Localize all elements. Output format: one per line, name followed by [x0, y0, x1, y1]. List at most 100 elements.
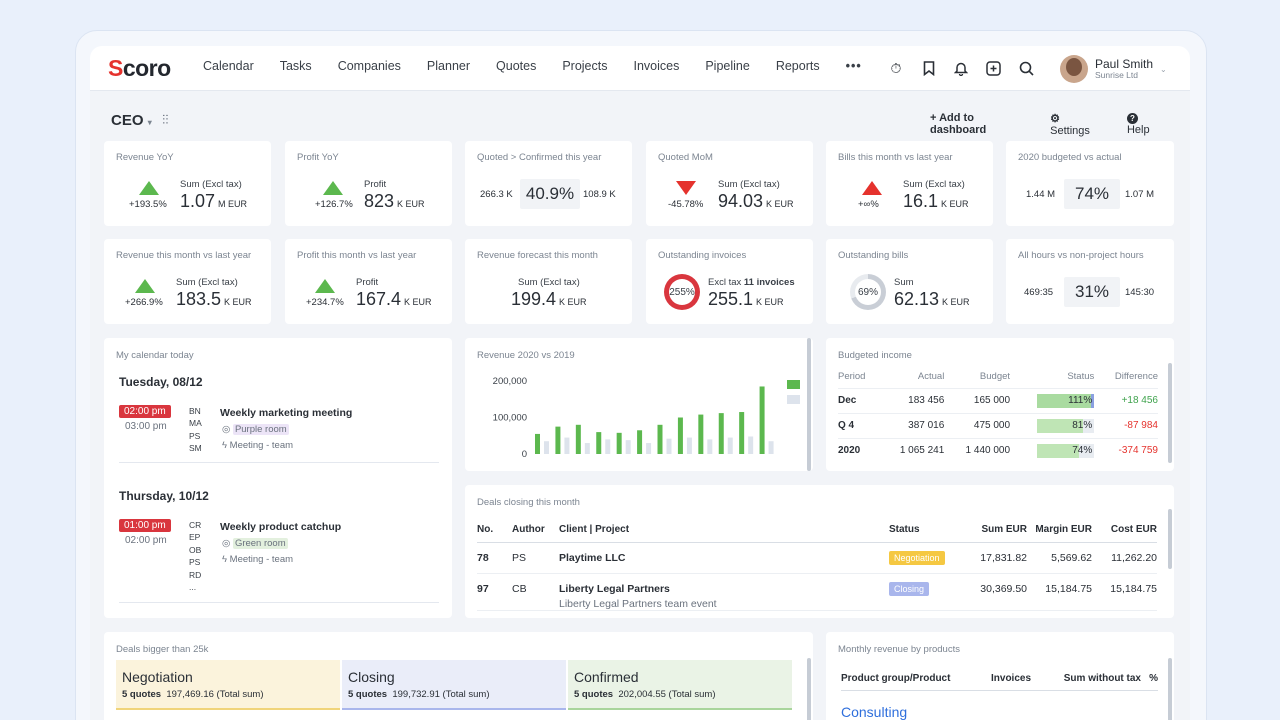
- nav-companies[interactable]: Companies: [337, 59, 401, 73]
- scrollbar[interactable]: [1168, 509, 1172, 569]
- bar-2019[interactable]: [707, 439, 713, 454]
- bar-2020[interactable]: [637, 430, 643, 454]
- arrow-up-icon: [135, 279, 155, 293]
- nav-reports[interactable]: Reports: [775, 59, 820, 73]
- pipeline-column-closing[interactable]: Closing 5 quotes 199,732.91 (Total sum): [342, 660, 566, 710]
- bar-2020[interactable]: [677, 417, 683, 455]
- bookmark-icon[interactable]: [918, 57, 940, 79]
- kpi-highlight: 31%: [1064, 277, 1120, 307]
- kpi-value: 199.4 K EUR: [511, 289, 587, 309]
- bar-2019[interactable]: [625, 440, 631, 454]
- sliders-icon[interactable]: ⫶⫶: [162, 112, 169, 127]
- bar-2019[interactable]: [686, 437, 692, 454]
- table-row[interactable]: Q 4 387 016 475 000 81% -87 984: [838, 412, 1158, 438]
- table-row[interactable]: 78 PS Playtime LLC Negotiation 17,831.82…: [477, 542, 1157, 574]
- bar-2019[interactable]: [748, 436, 754, 454]
- add-icon[interactable]: [983, 57, 1005, 79]
- cell-client[interactable]: Liberty Legal Partners Liberty Legal Part…: [559, 573, 889, 611]
- add-to-dashboard-button[interactable]: + Add to dashboard: [930, 112, 987, 136]
- pipeline-column-confirmed[interactable]: Confirmed 5 quotes 202,004.55 (Total sum…: [568, 660, 792, 710]
- pipeline-column-negotiation[interactable]: Negotiation 5 quotes 197,469.16 (Total s…: [116, 660, 340, 710]
- bar-2020[interactable]: [535, 433, 540, 454]
- scrollbar[interactable]: [807, 658, 811, 720]
- kpi-quoted-mom[interactable]: Quoted MoM -45.78% Sum (Excl tax) 94.03 K…: [646, 141, 813, 226]
- scrollbar[interactable]: [1168, 658, 1172, 720]
- scrollbar[interactable]: [807, 338, 811, 471]
- kpi-value: 255.1 K EUR: [708, 289, 784, 309]
- dashboard-selector[interactable]: CEO ▾: [111, 112, 152, 129]
- bar-2020[interactable]: [759, 386, 765, 454]
- bar-2019[interactable]: [605, 439, 611, 454]
- status-bar: 81%: [1037, 418, 1095, 433]
- kpi-quoted-confirmed[interactable]: Quoted > Confirmed this year 266.3 K 40.…: [465, 141, 632, 226]
- bar-2019[interactable]: [727, 437, 733, 454]
- bar-2019[interactable]: [584, 443, 590, 454]
- settings-button[interactable]: ⚙ Settings: [1050, 113, 1090, 137]
- bar-2019[interactable]: [768, 441, 774, 454]
- stopwatch-icon[interactable]: ⏱: [890, 59, 902, 76]
- revenue-chart: 200,000 100,000 0: [493, 376, 800, 460]
- nav-pipeline[interactable]: Pipeline: [705, 59, 750, 73]
- kpi-bills[interactable]: Bills this month vs last year +∞% Sum (E…: [826, 141, 993, 226]
- kpi-label: Outstanding invoices: [658, 250, 747, 261]
- scrollbar[interactable]: [1168, 363, 1172, 463]
- table-row[interactable]: 2020 1 065 241 1 440 000 74% -374 759: [838, 437, 1158, 463]
- dashboard-actions: + Add to dashboard ⚙ Settings ? Help: [930, 112, 1190, 137]
- table-row[interactable]: 97 CB Liberty Legal Partners Liberty Lega…: [477, 573, 1157, 611]
- bar-2019[interactable]: [666, 438, 672, 454]
- cell-client[interactable]: Playtime LLC: [559, 542, 889, 574]
- product-group-link[interactable]: Consulting: [841, 704, 908, 720]
- user-company: Sunrise Ltd: [1095, 69, 1138, 80]
- event-room: ◎ Purple room: [222, 424, 289, 435]
- col-header: Client | Project: [559, 518, 889, 543]
- budget-table: Period Actual Budget Status Difference D…: [838, 366, 1158, 463]
- kpi-revenue-month[interactable]: Revenue this month vs last year +266.9% …: [104, 239, 271, 324]
- cell-difference: +18 456: [1094, 387, 1158, 413]
- kpi-label: Revenue forecast this month: [477, 250, 598, 261]
- nav-quotes[interactable]: Quotes: [496, 59, 537, 73]
- nav-projects[interactable]: Projects: [562, 59, 608, 73]
- cell-budget: 475 000: [944, 412, 1011, 438]
- kpi-outstanding-invoices[interactable]: Outstanding invoices 255% Excl tax 11 in…: [646, 239, 813, 324]
- kpi-value: 167.4 K EUR: [356, 289, 432, 309]
- kpi-hours[interactable]: All hours vs non-project hours 469:35 31…: [1006, 239, 1174, 324]
- kpi-revenue-yoy[interactable]: Revenue YoY +193.5% Sum (Excl tax) 1.07 M…: [104, 141, 271, 226]
- user-menu[interactable]: Paul Smith Sunrise Ltd ⌄: [1060, 51, 1174, 87]
- bell-icon[interactable]: [950, 57, 972, 79]
- kpi-profit-yoy[interactable]: Profit YoY +126.7% Profit 823 K EUR: [285, 141, 452, 226]
- event-start-time: 02:00 pm: [119, 405, 171, 418]
- bar-2020[interactable]: [616, 432, 622, 454]
- event-title[interactable]: Weekly marketing meeting: [220, 407, 353, 419]
- col-header: Product group/Product: [841, 668, 991, 691]
- event-title[interactable]: Weekly product catchup: [220, 521, 342, 533]
- nav-planner[interactable]: Planner: [426, 59, 471, 73]
- help-icon: ?: [1126, 113, 1138, 124]
- table-row[interactable]: Dec 183 456 165 000 111% +18 456: [838, 387, 1158, 413]
- kpi-revenue-forecast[interactable]: Revenue forecast this month Sum (Excl ta…: [465, 239, 632, 324]
- bar-2019[interactable]: [646, 443, 652, 454]
- kpi-budget-actual[interactable]: 2020 budgeted vs actual 1.44 M 74% 1.07 …: [1006, 141, 1174, 226]
- cell-difference: -374 759: [1094, 437, 1158, 463]
- bar-2019[interactable]: [544, 441, 549, 454]
- search-icon[interactable]: [1015, 57, 1037, 79]
- help-button[interactable]: ? Help: [1126, 113, 1150, 136]
- bar-2020[interactable]: [657, 424, 663, 454]
- bar-2020[interactable]: [596, 432, 602, 454]
- nav-calendar[interactable]: Calendar: [203, 59, 254, 73]
- kpi-profit-month[interactable]: Profit this month vs last year +234.7% P…: [285, 239, 452, 324]
- bar-2019[interactable]: [564, 437, 570, 454]
- bar-2020[interactable]: [555, 426, 561, 454]
- cell-actual: 387 016: [878, 412, 945, 438]
- kpi-left: 1.44 M: [1026, 189, 1056, 200]
- scoro-logo[interactable]: Scoro: [108, 55, 171, 81]
- kpi-outstanding-bills[interactable]: Outstanding bills 69% Sum 62.13 K EUR: [826, 239, 993, 324]
- nav-tasks[interactable]: Tasks: [279, 59, 312, 73]
- bar-2020[interactable]: [698, 414, 704, 454]
- bar-2020[interactable]: [739, 412, 745, 454]
- bar-2020[interactable]: [718, 413, 724, 454]
- bar-2020[interactable]: [575, 424, 581, 454]
- nav-more-icon[interactable]: •••: [845, 59, 862, 73]
- cell-budget: 1 440 000: [944, 437, 1011, 463]
- kpi-pct: +126.7%: [315, 199, 353, 210]
- nav-invoices[interactable]: Invoices: [633, 59, 680, 73]
